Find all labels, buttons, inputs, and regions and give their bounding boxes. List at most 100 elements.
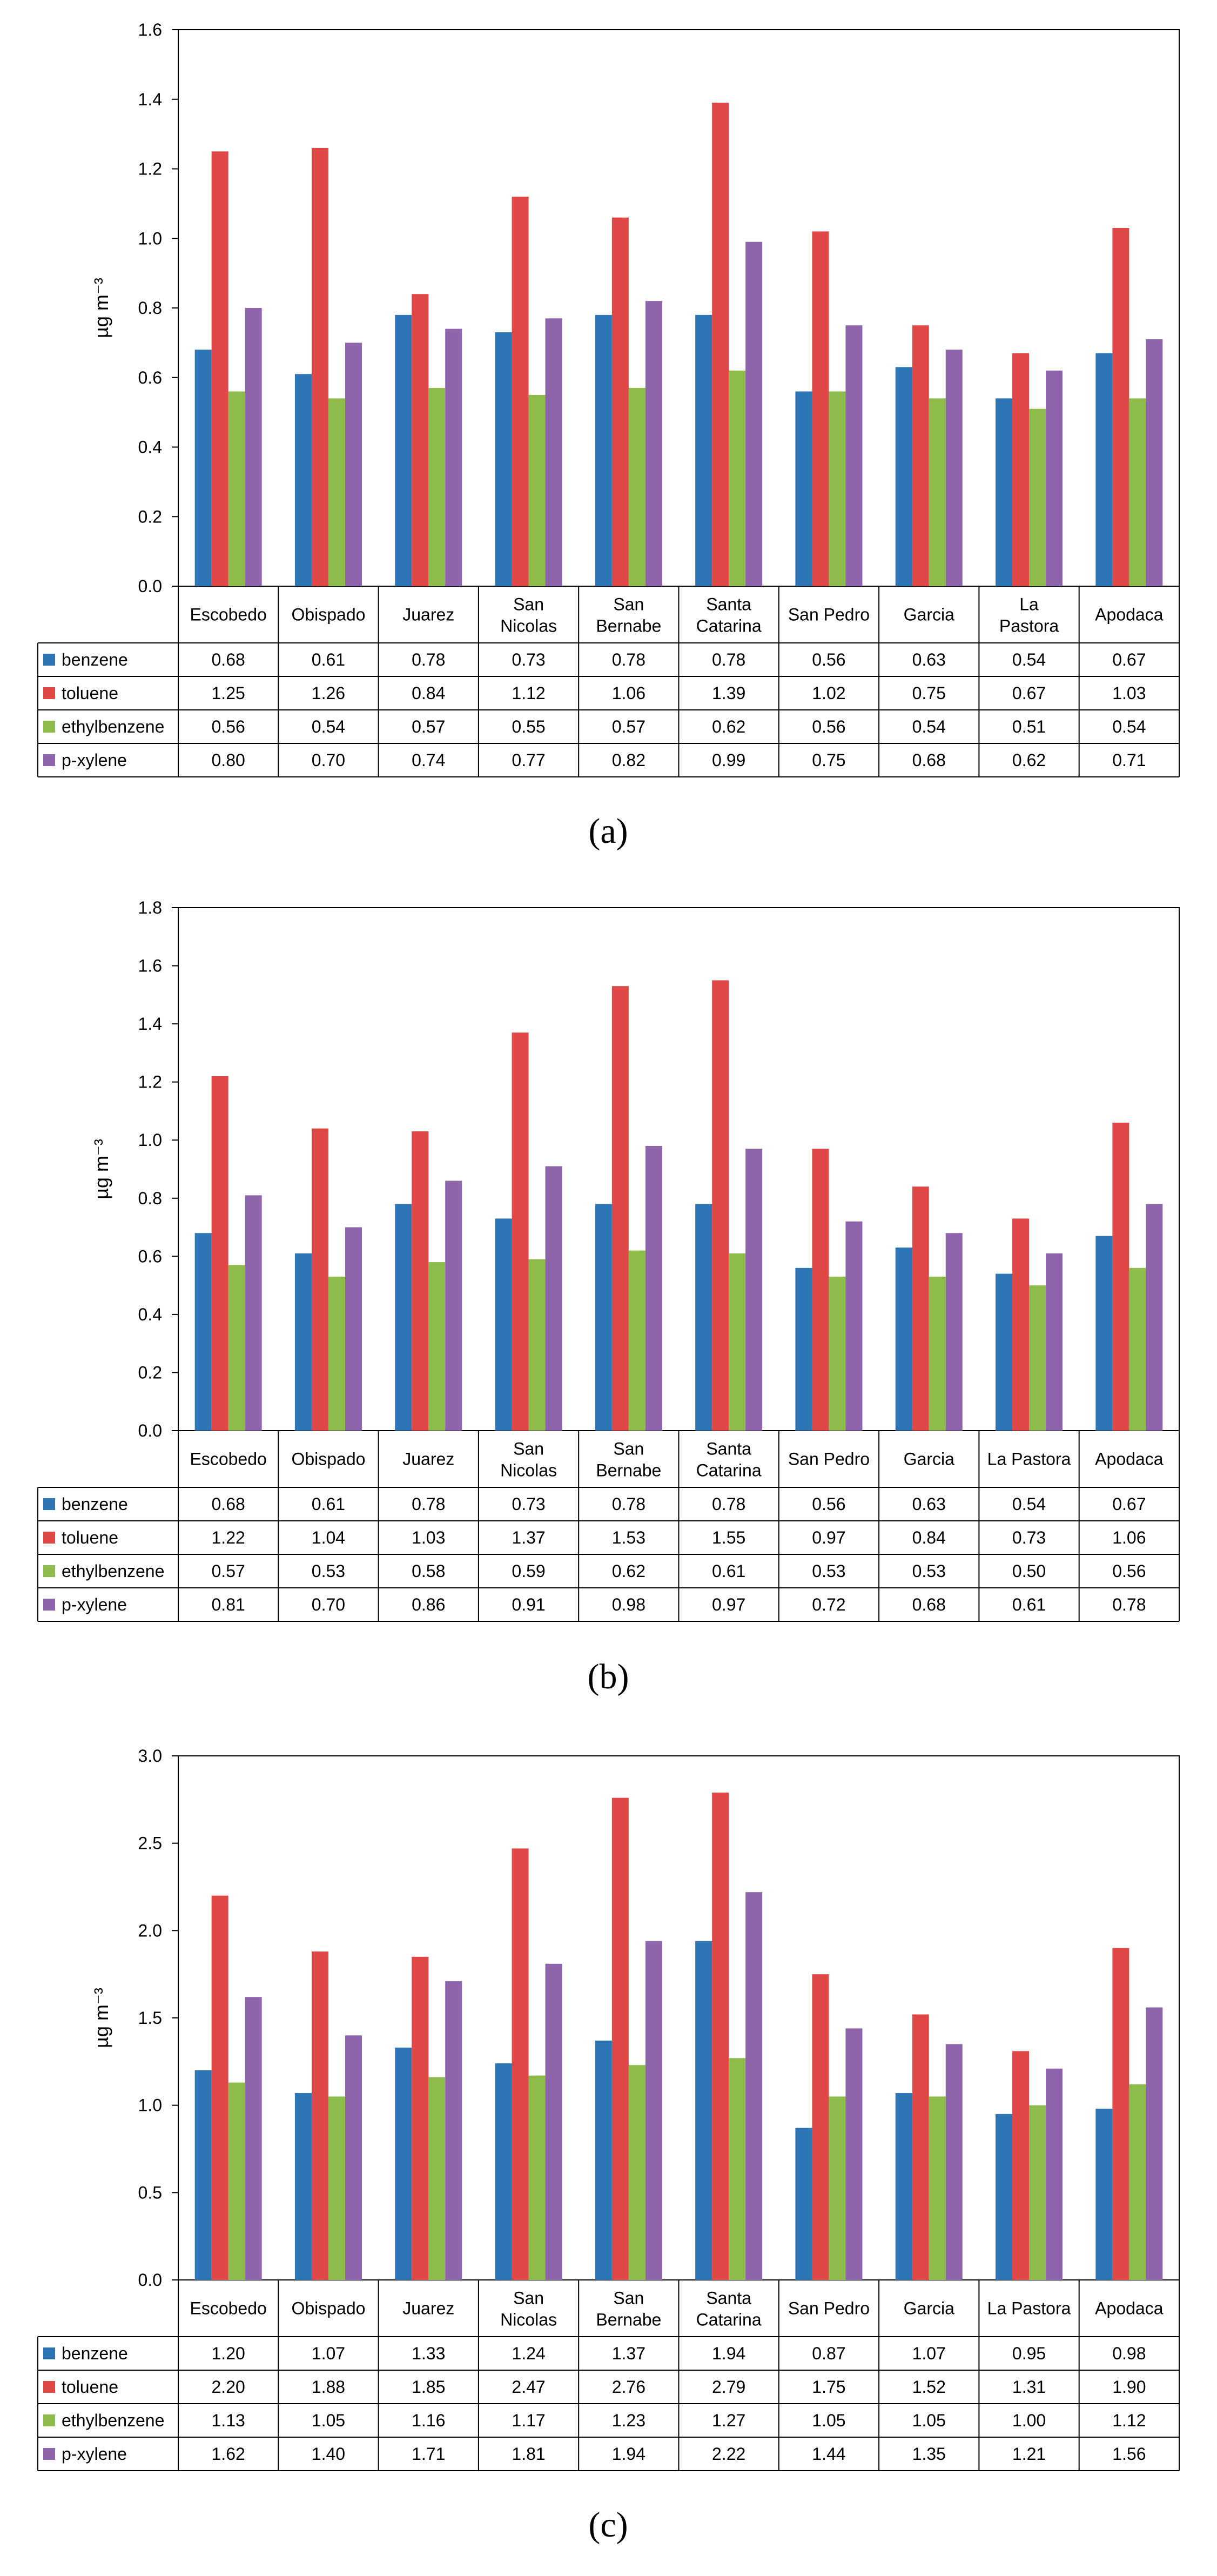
bar-ethylbenzene — [528, 394, 546, 586]
data-label: 1.02 — [812, 683, 845, 703]
data-label: 0.68 — [212, 1494, 245, 1514]
data-label: 0.78 — [612, 1494, 646, 1514]
bar-toluene — [611, 986, 629, 1431]
bar-toluene — [611, 217, 629, 586]
data-label: 0.97 — [812, 1528, 845, 1547]
chart-panel-2: 0.0 0.2 0.4 0.6 0.8 1.0 1.2 1.4 1.6 1.8 µg m⁻³ Esco… — [37, 898, 1180, 1696]
y-tick-label: 1.6 — [138, 20, 162, 39]
category-label: Escobedo — [190, 2299, 266, 2318]
data-label: 0.53 — [312, 1561, 345, 1581]
legend-key-toluene — [43, 687, 55, 699]
category-label: La Pastora — [987, 1450, 1071, 1469]
bar-toluene — [512, 197, 529, 586]
data-label: 0.63 — [912, 650, 946, 669]
legend-key-p-xylene — [43, 754, 55, 766]
y-tick-label: 0.5 — [138, 2183, 162, 2202]
bar-p-xylene — [545, 1963, 562, 2280]
data-label: 0.81 — [212, 1595, 245, 1614]
bar-benzene — [795, 391, 812, 586]
bar-p-xylene — [245, 308, 262, 586]
y-tick-label: 1.2 — [138, 1072, 162, 1092]
data-label: 1.37 — [512, 1528, 545, 1547]
bar-ethylbenzene — [929, 398, 946, 586]
legend-key-toluene — [43, 1532, 55, 1544]
data-label: 0.98 — [612, 1595, 646, 1614]
bar-ethylbenzene — [228, 1265, 245, 1431]
chart-panel-1: 0.0 0.2 0.4 0.6 0.8 1.0 1.2 1.4 1.6 µg m⁻³ Escobed… — [37, 20, 1180, 851]
bar-benzene — [795, 1267, 812, 1431]
bar-ethylbenzene — [1029, 1285, 1046, 1431]
data-label: 1.03 — [1112, 683, 1146, 703]
data-label: 0.97 — [712, 1595, 745, 1614]
bar-toluene — [1012, 2051, 1030, 2280]
bar-benzene — [695, 1941, 712, 2280]
data-label: 0.57 — [212, 1561, 245, 1581]
bar-p-xylene — [345, 2035, 362, 2280]
legend-label: benzene — [62, 1494, 128, 1514]
bar-p-xylene — [445, 1981, 462, 2280]
category-label: San Nicolas — [500, 2289, 557, 2330]
data-label: 0.70 — [312, 750, 345, 770]
data-label: 1.03 — [412, 1528, 445, 1547]
data-label: 1.06 — [1112, 1528, 1146, 1547]
legend-label: p-xylene — [62, 750, 127, 770]
bar-p-xylene — [1046, 2068, 1063, 2280]
bar-ethylbenzene — [1129, 2084, 1146, 2280]
legend-key-ethylbenzene — [43, 721, 55, 733]
data-label: 0.74 — [412, 750, 445, 770]
data-label: 0.78 — [612, 650, 646, 669]
bar-p-xylene — [1146, 339, 1163, 586]
data-label: 0.53 — [912, 1561, 946, 1581]
category-label: Santa Catarina — [696, 1439, 762, 1480]
bar-p-xylene — [345, 343, 362, 586]
y-tick-label: 0.8 — [138, 298, 162, 318]
data-label: 0.99 — [712, 750, 745, 770]
data-label: 0.82 — [612, 750, 646, 770]
data-label: 0.68 — [912, 1595, 946, 1614]
bar-benzene — [395, 2047, 412, 2280]
data-label: 0.75 — [912, 683, 946, 703]
legend-key-p-xylene — [43, 2448, 55, 2460]
y-tick-label: 0.6 — [138, 368, 162, 387]
data-label: 0.59 — [512, 1561, 545, 1581]
bar-ethylbenzene — [528, 1259, 546, 1431]
data-label: 0.78 — [1112, 1595, 1146, 1614]
bar-ethylbenzene — [729, 370, 746, 586]
category-label: Obispado — [291, 2299, 365, 2318]
data-label: 0.70 — [312, 1595, 345, 1614]
data-label: 1.17 — [512, 2411, 545, 2430]
data-label: 1.20 — [212, 2344, 245, 2363]
data-label: 1.55 — [712, 1528, 745, 1547]
bar-toluene — [211, 1076, 228, 1431]
y-tick-label: 0.0 — [138, 1421, 162, 1440]
data-label: 0.61 — [712, 1561, 745, 1581]
chart-panel-3: 0.0 0.5 1.0 1.5 2.0 2.5 3.0 µg m⁻³ Escobedo Obisp… — [37, 1746, 1180, 2545]
bar-toluene — [211, 1895, 228, 2280]
data-label: 0.54 — [912, 717, 946, 736]
bar-ethylbenzene — [228, 2082, 245, 2280]
legend-label: toluene — [62, 1528, 118, 1547]
data-label: 1.25 — [212, 683, 245, 703]
data-label: 1.04 — [312, 1528, 345, 1547]
bar-toluene — [912, 1186, 929, 1431]
bar-p-xylene — [445, 328, 462, 586]
data-label: 1.23 — [612, 2411, 646, 2430]
y-tick-label: 1.8 — [138, 898, 162, 917]
bar-benzene — [194, 2070, 212, 2280]
data-label: 1.52 — [912, 2377, 946, 2397]
y-tick-label: 2.0 — [138, 1921, 162, 1940]
category-label: Garcia — [904, 2299, 954, 2318]
data-label: 1.62 — [212, 2444, 245, 2464]
bar-ethylbenzene — [628, 388, 646, 586]
data-label: 1.75 — [812, 2377, 845, 2397]
bar-p-xylene — [645, 301, 662, 586]
category-label: Apodaca — [1095, 605, 1164, 625]
data-label: 2.47 — [512, 2377, 545, 2397]
panel-label: (b) — [588, 1657, 629, 1696]
data-label: 0.50 — [1012, 1561, 1046, 1581]
bar-toluene — [712, 980, 729, 1431]
bar-ethylbenzene — [628, 1250, 646, 1431]
category-label: Escobedo — [190, 1450, 266, 1469]
bar-benzene — [1095, 2109, 1113, 2280]
